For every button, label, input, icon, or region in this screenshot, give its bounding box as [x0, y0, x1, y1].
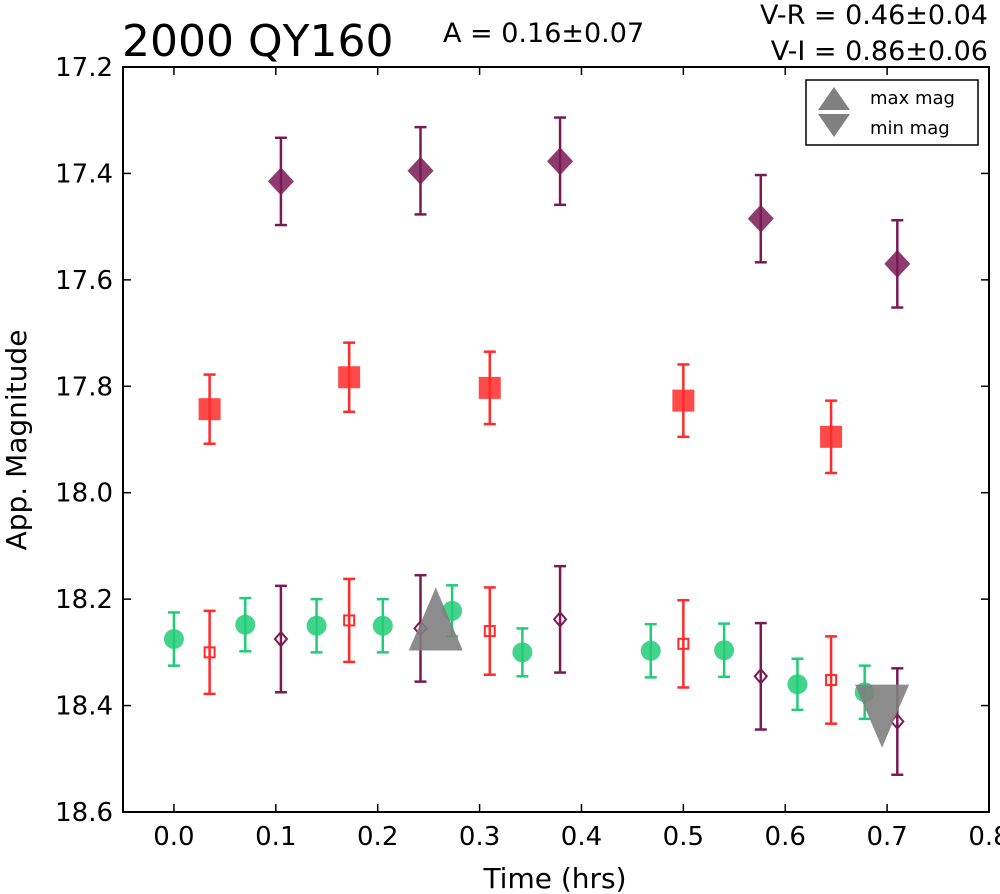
data-point-circle	[235, 614, 256, 635]
x-tick-label: 0.4	[561, 822, 602, 852]
x-tick-label: 0.1	[255, 822, 296, 852]
color-vr-label: V-R = 0.46±0.04	[760, 0, 988, 31]
data-point-diamond	[267, 167, 294, 196]
data-point-diamond	[273, 630, 289, 648]
error-bar	[554, 564, 567, 674]
error-bar	[483, 586, 496, 676]
color-vi-label: V-I = 0.86±0.06	[771, 36, 988, 67]
min-mag-triangle-down-icon	[855, 684, 910, 748]
data-point-circle	[306, 615, 327, 636]
legend-label-max: max mag	[870, 88, 955, 109]
data-point-square	[825, 674, 838, 687]
data-point-square	[483, 625, 496, 638]
x-tick-label: 0.3	[459, 822, 500, 852]
data-point-square	[338, 366, 361, 389]
data-point-diamond	[552, 610, 568, 628]
x-tick-label: 0.8	[968, 822, 1000, 852]
data-point-square	[343, 614, 356, 627]
data-point-square	[672, 389, 695, 412]
data-point-diamond	[753, 667, 769, 685]
max-mag-triangle-up-icon	[408, 587, 463, 651]
data-point-circle	[714, 640, 735, 661]
data-point-square	[478, 376, 501, 399]
axis-ticks: 0.0 0.1 0.2 0.3 0.4 0.5 0.6 0.7 0.8 17.2 17.4 17.6 1…	[55, 53, 1000, 852]
extreme-markers	[408, 587, 910, 748]
x-tick-label: 0.5	[663, 822, 704, 852]
x-tick-label: 0.2	[357, 822, 398, 852]
data-point-diamond	[547, 147, 574, 176]
legend-label-min: min mag	[870, 118, 950, 139]
legend-triangle-up-icon	[818, 87, 850, 110]
data-point-square	[677, 637, 690, 650]
error-bar	[343, 577, 356, 664]
y-tick-label: 18.6	[55, 798, 113, 828]
legend: max mag min mag	[805, 79, 979, 146]
x-tick-label: 0.0	[153, 822, 194, 852]
x-tick-label: 0.7	[866, 822, 907, 852]
plot-area	[122, 66, 990, 813]
error-bar	[825, 635, 838, 725]
data-point-circle	[787, 674, 808, 695]
data-point-square	[203, 646, 216, 659]
y-tick-label: 18.4	[55, 692, 113, 722]
y-tick-label: 18.0	[55, 479, 113, 509]
y-tick-label: 17.6	[55, 266, 113, 296]
amplitude-label: A = 0.16±0.07	[443, 18, 644, 49]
error-bar	[274, 584, 287, 694]
error-bar	[203, 609, 216, 696]
chart-title: 2000 QY160	[122, 16, 393, 67]
data-point-circle	[163, 629, 184, 650]
x-tick-label: 0.6	[765, 822, 806, 852]
data-point-square	[820, 425, 843, 448]
data-point-diamond	[407, 156, 434, 185]
legend-triangle-down-icon	[818, 114, 850, 137]
data-point-diamond	[884, 249, 911, 278]
data-point-diamond	[747, 204, 774, 233]
y-tick-label: 17.2	[55, 53, 113, 83]
y-tick-label: 18.2	[55, 585, 113, 615]
data-point-circle	[512, 642, 533, 663]
data-point-square	[198, 398, 221, 421]
y-axis-label: App. Magnitude	[0, 330, 33, 551]
data-point-circle	[640, 640, 661, 661]
y-tick-label: 17.4	[55, 159, 113, 189]
data-point-circle	[372, 615, 393, 636]
y-tick-label: 17.8	[55, 372, 113, 402]
x-axis-label: Time (hrs)	[482, 862, 626, 894]
error-bar	[754, 621, 767, 731]
error-bar	[677, 598, 690, 689]
